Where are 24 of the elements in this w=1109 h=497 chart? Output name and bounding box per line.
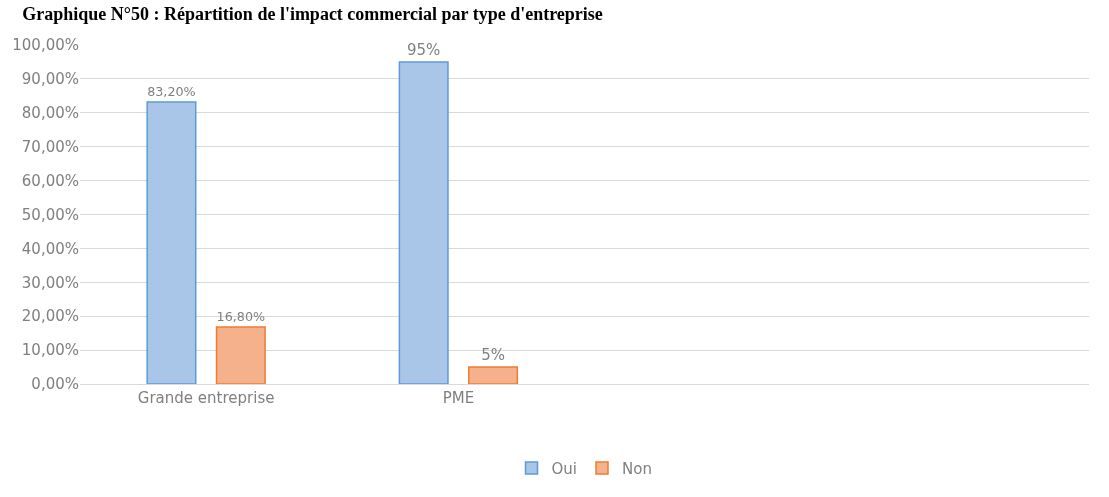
y-tick-label: 100,00% [12, 36, 79, 55]
x-tick-label: PME [442, 389, 475, 407]
data-label: 5% [481, 346, 505, 365]
legend-label: Non [621, 459, 652, 478]
y-tick-label: 90,00% [21, 70, 79, 89]
data-label: 16,80% [216, 308, 266, 324]
y-tick-label: 40,00% [21, 239, 79, 258]
y-tick-label: 20,00% [21, 307, 79, 326]
data-label: 83,20% [147, 83, 196, 99]
bar [398, 61, 449, 384]
chart-title: Graphique N°50 : Répartition de l'impact commercial par type d'entreprise [22, 4, 603, 25]
y-tick-label: 10,00% [21, 341, 79, 360]
y-tick-label: 30,00% [21, 273, 79, 292]
y-tick-label: 80,00% [21, 104, 79, 123]
legend-label: Oui [551, 459, 577, 478]
x-tick-label: Grande entreprise [137, 389, 275, 407]
y-tick-label: 60,00% [21, 171, 79, 190]
y-tick-label: 50,00% [21, 205, 79, 224]
bar [146, 101, 197, 384]
y-tick-label: 70,00% [21, 137, 79, 156]
y-tick-label: 0,00% [31, 375, 79, 394]
bar [215, 326, 266, 384]
bar [468, 366, 519, 384]
data-label: 95% [407, 40, 441, 59]
